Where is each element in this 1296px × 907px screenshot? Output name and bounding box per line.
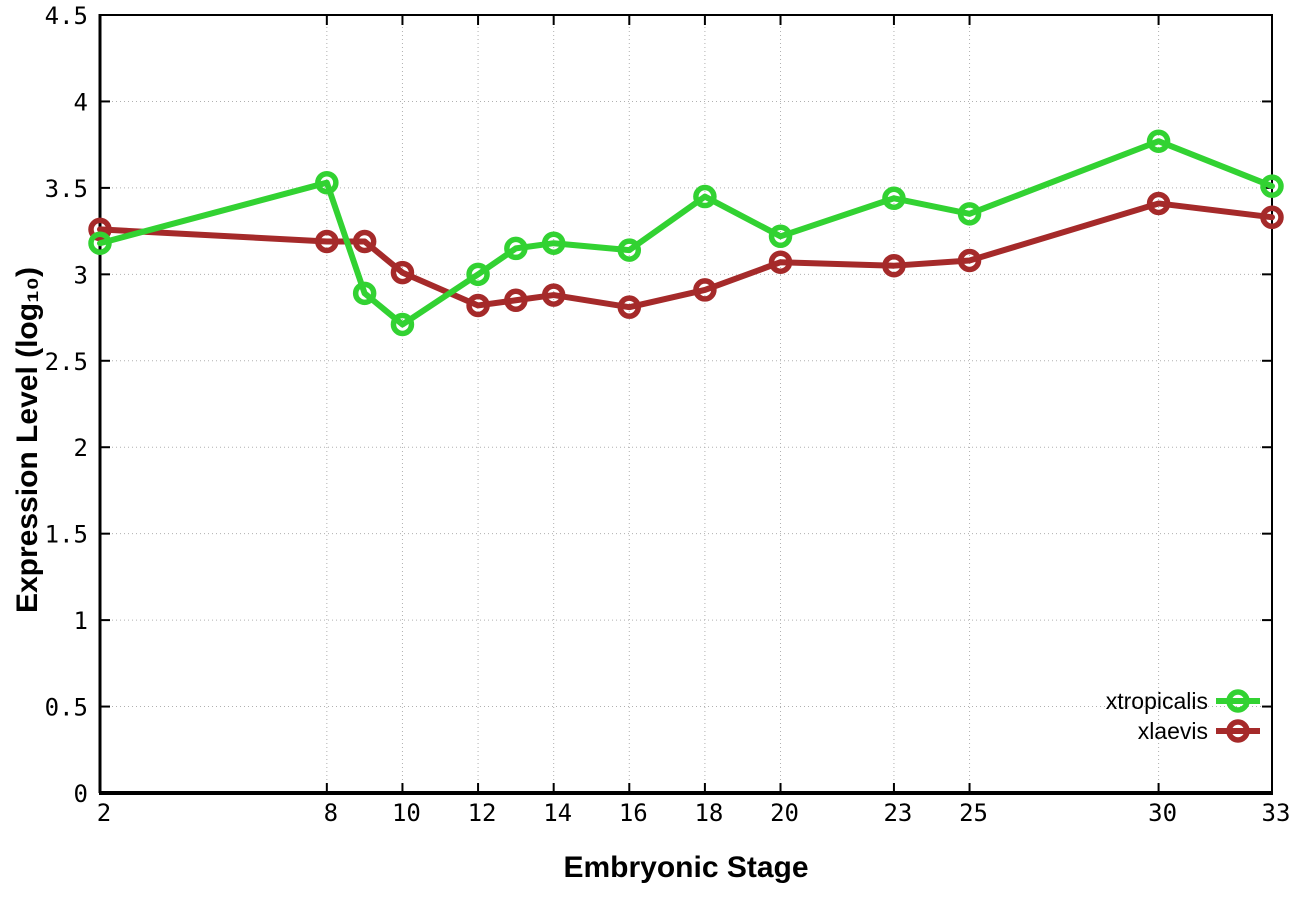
data-point bbox=[88, 231, 112, 255]
data-point bbox=[693, 184, 717, 209]
x-tick-label: 16 bbox=[619, 799, 648, 827]
series-xlaevis bbox=[88, 191, 1284, 319]
grid bbox=[99, 14, 1273, 794]
data-point bbox=[390, 260, 415, 285]
data-point bbox=[957, 202, 982, 226]
data-point bbox=[466, 262, 490, 287]
y-tick-label: 2.5 bbox=[45, 348, 88, 376]
data-point bbox=[1260, 174, 1284, 198]
legend-label: xlaevis bbox=[1138, 718, 1208, 744]
data-point bbox=[390, 312, 415, 337]
data-point bbox=[352, 229, 377, 254]
data-point bbox=[504, 236, 528, 261]
data-point bbox=[882, 253, 906, 278]
legend-marker-icon bbox=[1226, 719, 1250, 743]
tick-labels: 0 0.5 1 1.5 2 2.5 3 3.5 4 4.5 2 8 10 12 14 16 18 20 23 25 30… bbox=[45, 2, 1291, 827]
data-point bbox=[1146, 129, 1171, 153]
data-point bbox=[352, 281, 377, 306]
data-point bbox=[768, 250, 793, 274]
data-point bbox=[1260, 205, 1284, 230]
x-tick-label: 12 bbox=[468, 799, 497, 827]
y-tick-label: 3.5 bbox=[45, 175, 88, 203]
x-axis-title: Embryonic Stage bbox=[563, 851, 809, 884]
series-line bbox=[97, 200, 1275, 311]
data-point bbox=[541, 231, 566, 255]
x-tick-label: 20 bbox=[770, 799, 799, 827]
data-point bbox=[504, 288, 528, 313]
y-tick-label: 3 bbox=[74, 261, 88, 289]
x-tick-label: 25 bbox=[959, 799, 988, 827]
y-tick-label: 4 bbox=[74, 88, 88, 116]
data-point bbox=[768, 224, 793, 249]
data-point bbox=[315, 170, 339, 195]
y-tick-label: 0 bbox=[74, 780, 88, 808]
y-tick-label: 0.5 bbox=[45, 694, 88, 722]
y-tick-label: 2 bbox=[74, 434, 88, 462]
legend-label: xtropicalis bbox=[1106, 688, 1208, 714]
x-tick-label: 2 bbox=[97, 799, 111, 827]
data-point bbox=[882, 186, 906, 211]
axis-ticks bbox=[99, 14, 1273, 794]
data-point bbox=[617, 295, 642, 319]
legend-item-xlaevis: xlaevis bbox=[1138, 718, 1260, 744]
y-tick-label: 1.5 bbox=[45, 521, 88, 549]
data-point bbox=[1146, 191, 1171, 216]
data-point bbox=[617, 238, 642, 262]
data-point bbox=[466, 293, 490, 318]
plot-border bbox=[99, 14, 1273, 794]
data-point bbox=[957, 248, 982, 273]
x-tick-label: 33 bbox=[1262, 799, 1291, 827]
legend: xtropicalis xlaevis bbox=[1106, 688, 1260, 744]
legend-marker-icon bbox=[1226, 689, 1250, 713]
x-tick-label: 23 bbox=[883, 799, 912, 827]
y-tick-label: 1 bbox=[74, 607, 88, 635]
data-point bbox=[693, 278, 717, 302]
series-xtropicalis bbox=[88, 129, 1284, 337]
data-point bbox=[315, 229, 339, 254]
x-tick-label: 10 bbox=[392, 799, 421, 827]
y-tick-label: 4.5 bbox=[45, 2, 88, 30]
y-axis-title: Expression Level (log₁₀) bbox=[11, 266, 44, 614]
legend-item-xtropicalis: xtropicalis bbox=[1106, 688, 1260, 714]
x-tick-label: 14 bbox=[543, 799, 572, 827]
x-tick-label: 8 bbox=[324, 799, 338, 827]
x-tick-label: 30 bbox=[1148, 799, 1177, 827]
data-point bbox=[541, 283, 566, 307]
data-point bbox=[88, 217, 112, 242]
x-tick-label: 18 bbox=[694, 799, 723, 827]
